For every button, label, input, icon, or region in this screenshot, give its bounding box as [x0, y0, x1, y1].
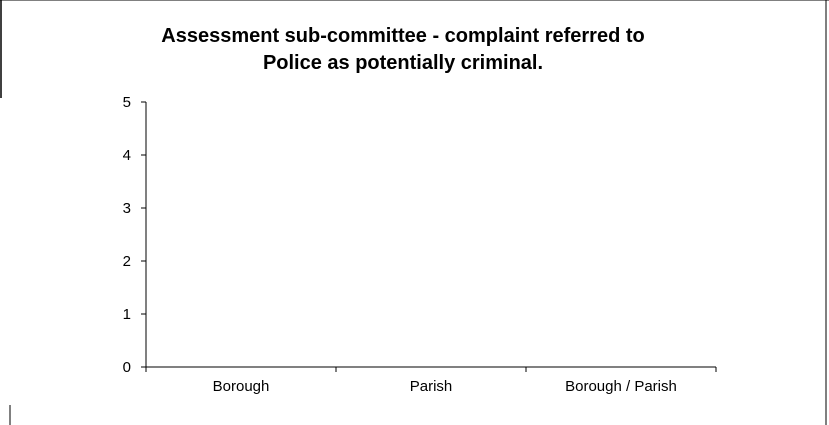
y-tick-label: 3 [123, 200, 131, 217]
chart-title-line-1: Assessment sub-committee - complaint ref… [161, 25, 644, 47]
x-axis: Borough Parish Borough / Parish [145, 366, 717, 395]
y-tick-label: 4 [123, 147, 131, 164]
x-tick-label: Parish [410, 378, 453, 395]
y-tick-label: 0 [123, 359, 131, 376]
y-axis: 0 1 2 3 4 5 [123, 94, 147, 376]
x-tick-label: Borough [213, 378, 270, 395]
y-tick-label: 2 [123, 253, 131, 270]
x-tick-label: Borough / Parish [565, 378, 677, 395]
chart-title-line-2: Police as potentially criminal. [263, 52, 543, 74]
y-tick-label: 5 [123, 94, 131, 111]
y-tick-label: 1 [123, 306, 131, 323]
